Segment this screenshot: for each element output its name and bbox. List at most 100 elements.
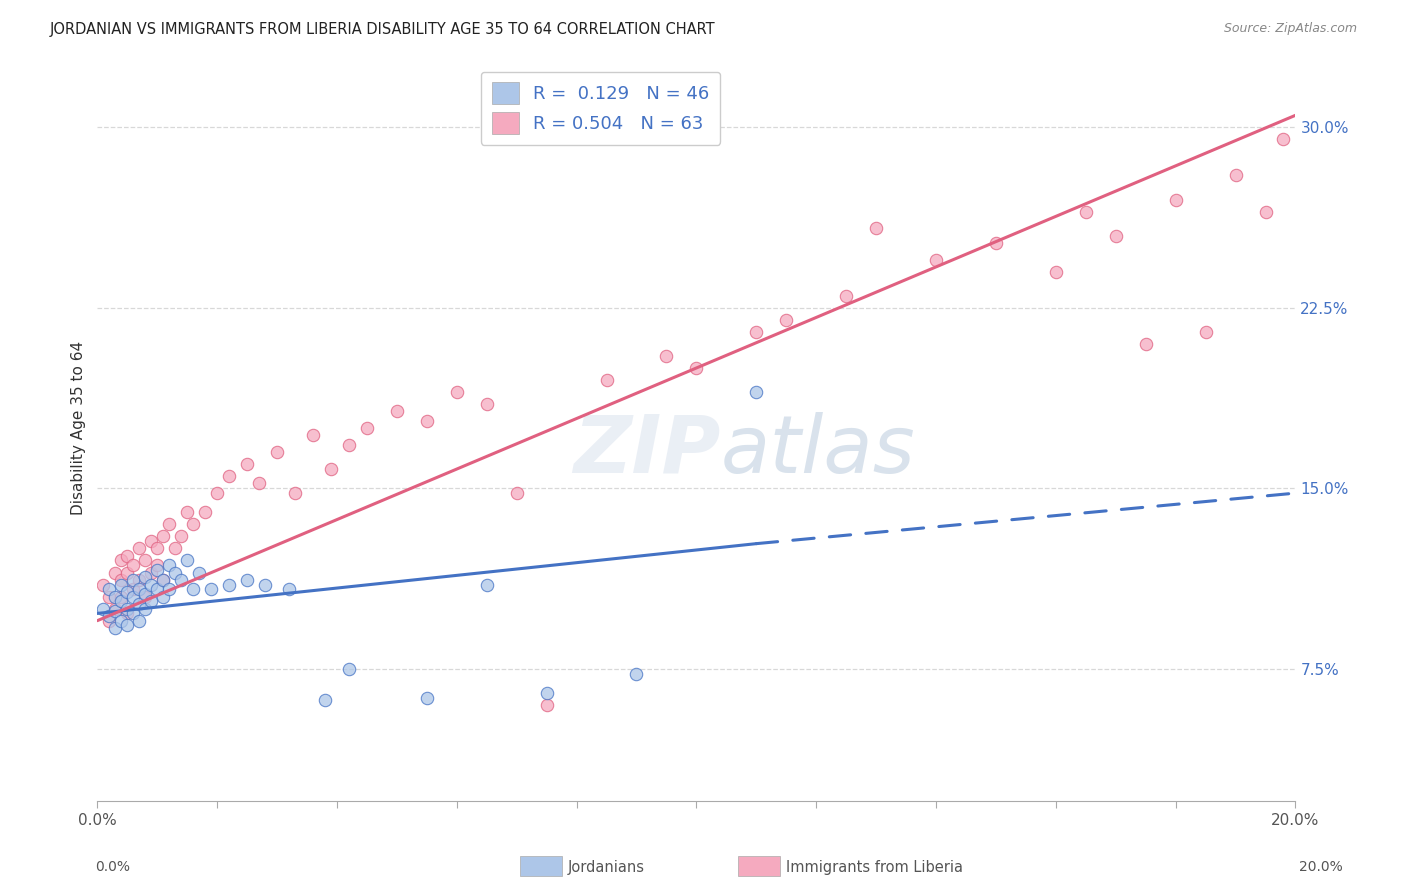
Point [157, 558, 180, 573]
Point [146, 558, 169, 573]
Point [152, 573, 174, 587]
Point [104, 590, 127, 604]
Text: Source: ZipAtlas.com: Source: ZipAtlas.com [1223, 22, 1357, 36]
Point [98, 590, 121, 604]
Point [775, 313, 797, 327]
Point [122, 573, 145, 587]
Point [236, 573, 259, 587]
Point [104, 604, 127, 618]
Text: JORDANIAN VS IMMIGRANTS FROM LIBERIA DISABILITY AGE 35 TO 64 CORRELATION CHART: JORDANIAN VS IMMIGRANTS FROM LIBERIA DIS… [49, 22, 714, 37]
Point [141, 534, 163, 549]
Point [93, 577, 115, 591]
Point [110, 577, 132, 591]
Point [117, 607, 139, 621]
Point [284, 486, 307, 500]
Point [152, 590, 174, 604]
Point [1254, 204, 1277, 219]
Point [104, 566, 127, 580]
Point [93, 601, 115, 615]
Point [314, 693, 336, 707]
Legend: R =  0.129   N = 46, R = 0.504   N = 63: R = 0.129 N = 46, R = 0.504 N = 63 [481, 71, 720, 145]
Point [141, 566, 163, 580]
Point [104, 621, 127, 635]
Point [157, 517, 180, 532]
Point [117, 549, 139, 563]
Point [337, 662, 360, 676]
Point [194, 505, 217, 519]
Text: atlas: atlas [720, 411, 915, 490]
Text: ZIP: ZIP [574, 411, 720, 490]
Point [110, 590, 132, 604]
Point [626, 666, 648, 681]
Point [1105, 228, 1128, 243]
Point [1194, 325, 1216, 339]
Point [1164, 193, 1187, 207]
Point [205, 486, 228, 500]
Text: 20.0%: 20.0% [1299, 860, 1343, 874]
Point [984, 235, 1007, 250]
Point [356, 421, 378, 435]
Point [152, 529, 174, 543]
Point [117, 566, 139, 580]
Point [128, 597, 150, 611]
Point [475, 397, 498, 411]
Point [925, 252, 948, 267]
Point [266, 445, 288, 459]
Point [152, 573, 174, 587]
Point [110, 614, 132, 628]
Point [176, 505, 198, 519]
Point [446, 385, 468, 400]
Point [141, 577, 163, 591]
Point [536, 698, 558, 712]
Point [110, 553, 132, 567]
Point [122, 590, 145, 604]
Point [302, 428, 325, 442]
Point [165, 541, 187, 556]
Point [655, 349, 678, 363]
Point [254, 577, 277, 591]
Point [134, 553, 156, 567]
Point [337, 438, 360, 452]
Point [134, 570, 156, 584]
Point [188, 566, 211, 580]
Point [685, 361, 707, 376]
Point [157, 582, 180, 597]
Point [745, 385, 768, 400]
Point [98, 608, 121, 623]
Point [170, 529, 193, 543]
Point [475, 577, 498, 591]
Point [416, 414, 439, 428]
Point [128, 573, 150, 587]
Point [146, 541, 169, 556]
Point [146, 563, 169, 577]
Point [416, 690, 439, 705]
Point [319, 462, 342, 476]
Point [128, 614, 150, 628]
Point [1135, 337, 1157, 351]
Point [218, 469, 240, 483]
Point [134, 587, 156, 601]
Point [98, 582, 121, 597]
Point [1225, 169, 1247, 183]
Point [122, 582, 145, 597]
Point [128, 541, 150, 556]
Point [745, 325, 768, 339]
Point [98, 614, 121, 628]
Point [385, 404, 408, 418]
Point [181, 517, 204, 532]
Point [181, 582, 204, 597]
Point [104, 601, 127, 615]
Y-axis label: Disability Age 35 to 64: Disability Age 35 to 64 [72, 341, 86, 516]
Text: 0.0%: 0.0% [96, 860, 131, 874]
Point [595, 373, 617, 387]
Point [110, 573, 132, 587]
Point [141, 594, 163, 608]
Point [218, 577, 240, 591]
Point [1272, 132, 1295, 146]
Point [122, 607, 145, 621]
Point [865, 221, 887, 235]
Point [835, 289, 858, 303]
Point [146, 582, 169, 597]
Point [536, 686, 558, 700]
Point [236, 457, 259, 471]
